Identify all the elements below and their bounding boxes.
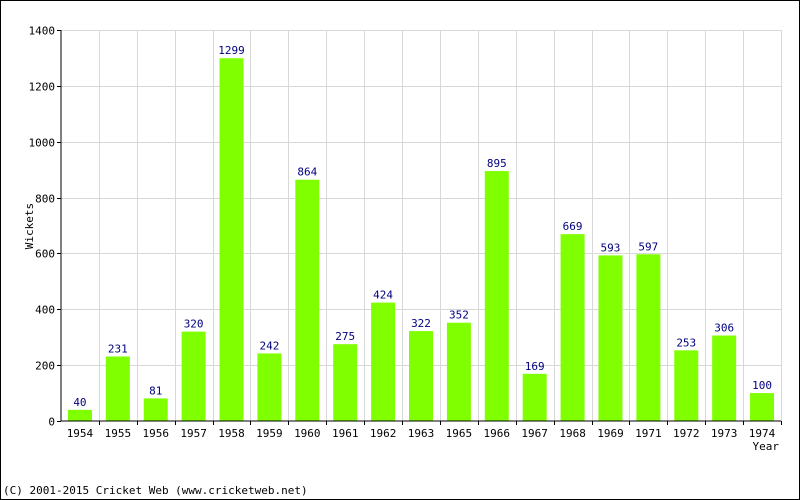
data-label: 352 — [449, 309, 469, 322]
y-tick-label: 200 — [35, 360, 55, 373]
x-tick-label: 1961 — [332, 427, 359, 440]
x-tick-label: 1967 — [521, 427, 548, 440]
data-labels: 40 231 81 320 1299 242 864 275 424 322 352 895 169 66… — [73, 44, 772, 409]
data-label: 597 — [638, 240, 658, 253]
data-label: 169 — [525, 360, 545, 373]
y-tick-label: 600 — [35, 248, 55, 261]
data-label: 275 — [335, 330, 355, 343]
x-tick-label: 1972 — [673, 427, 700, 440]
x-tick-label: 1971 — [635, 427, 662, 440]
data-label: 895 — [487, 157, 507, 170]
bar — [522, 373, 547, 421]
bar — [712, 335, 737, 421]
axes — [60, 30, 781, 422]
data-label: 231 — [108, 342, 128, 355]
y-tick-label: 0 — [48, 416, 55, 429]
data-label: 81 — [149, 384, 162, 397]
x-tick-label: 1968 — [559, 427, 586, 440]
bar — [636, 254, 661, 421]
bar — [598, 255, 623, 421]
bar — [750, 393, 775, 421]
data-label: 1299 — [218, 44, 245, 57]
y-tick-label: 400 — [35, 304, 55, 317]
bar — [257, 353, 282, 421]
data-label: 40 — [73, 396, 86, 409]
x-tick-label: 1973 — [711, 427, 738, 440]
bar — [143, 398, 168, 421]
x-tick-label: 1955 — [105, 427, 132, 440]
data-label: 242 — [259, 339, 279, 352]
y-tick-labels: 0 200 400 600 800 1000 1200 1400 — [29, 25, 56, 429]
y-tick-label: 1200 — [29, 81, 56, 94]
data-label: 306 — [714, 322, 734, 335]
copyright-footer: (C) 2001-2015 Cricket Web (www.cricketwe… — [3, 484, 308, 497]
x-tick-label: 1954 — [67, 427, 94, 440]
x-tick-label: 1974 — [749, 427, 776, 440]
x-tick-label: 1957 — [180, 427, 207, 440]
bar — [409, 331, 433, 421]
bar — [560, 234, 585, 421]
x-tick-label: 1959 — [256, 427, 283, 440]
x-tick-label: 1958 — [218, 427, 245, 440]
bar — [67, 409, 92, 421]
x-tick-label: 1965 — [446, 427, 473, 440]
x-tick-labels: 1954 1955 1956 1957 1958 1959 1960 1961 1962 1963… — [67, 427, 776, 440]
data-label: 593 — [601, 241, 621, 254]
x-axis-title: Year — [753, 440, 780, 453]
x-tick-label: 1963 — [408, 427, 435, 440]
y-tick-label: 800 — [35, 193, 55, 206]
x-tick-label: 1962 — [370, 427, 397, 440]
bar — [219, 58, 244, 421]
bar — [446, 322, 471, 421]
x-tick-label: 1956 — [142, 427, 169, 440]
grid-lines — [57, 30, 782, 425]
data-label: 322 — [411, 317, 431, 330]
x-tick-label: 1966 — [484, 427, 511, 440]
bar — [484, 171, 509, 421]
data-label: 100 — [752, 379, 772, 392]
bar — [674, 350, 699, 421]
bar — [181, 331, 206, 421]
bars — [67, 58, 775, 421]
data-label: 669 — [563, 220, 583, 233]
x-tick-label: 1969 — [597, 427, 624, 440]
y-tick-label: 1400 — [29, 25, 56, 38]
y-tick-label: 1000 — [29, 137, 56, 150]
data-label: 253 — [676, 336, 696, 349]
data-label: 864 — [297, 166, 317, 179]
y-axis-title: Wickets — [23, 203, 36, 249]
bar — [105, 356, 130, 421]
x-tick-label: 1960 — [294, 427, 321, 440]
bar — [333, 344, 358, 421]
bar — [295, 179, 320, 421]
bar — [371, 302, 396, 421]
data-label: 320 — [184, 318, 204, 331]
data-label: 424 — [373, 289, 393, 302]
